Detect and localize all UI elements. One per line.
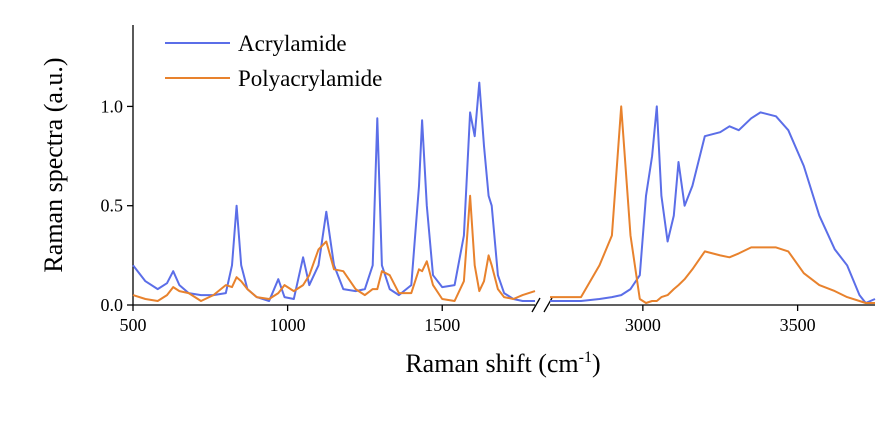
legend-label: Acrylamide <box>238 31 347 56</box>
legend-label: Polyacrylamide <box>238 66 382 91</box>
x-label-end: ) <box>592 349 601 378</box>
x-tick-label: 3000 <box>625 315 661 335</box>
y-tick-label: 0.5 <box>101 196 124 216</box>
y-tick-label: 1.0 <box>101 96 124 116</box>
y-tick-label: 0.0 <box>101 295 124 315</box>
series-line <box>132 81 876 304</box>
x-label-sup: -1 <box>579 349 592 366</box>
x-tick-label: 3500 <box>780 315 816 335</box>
y-axis-label: Raman spectra (a.u.) <box>39 57 68 272</box>
x-tick-label: 500 <box>120 315 147 335</box>
x-tick-label: 1000 <box>270 315 306 335</box>
x-label-text: Raman shift (cm <box>405 349 578 378</box>
x-tick-label: 1500 <box>424 315 460 335</box>
x-break-mark <box>531 297 541 313</box>
series-line <box>132 105 875 304</box>
x-axis-label: Raman shift (cm-1) <box>405 349 600 378</box>
